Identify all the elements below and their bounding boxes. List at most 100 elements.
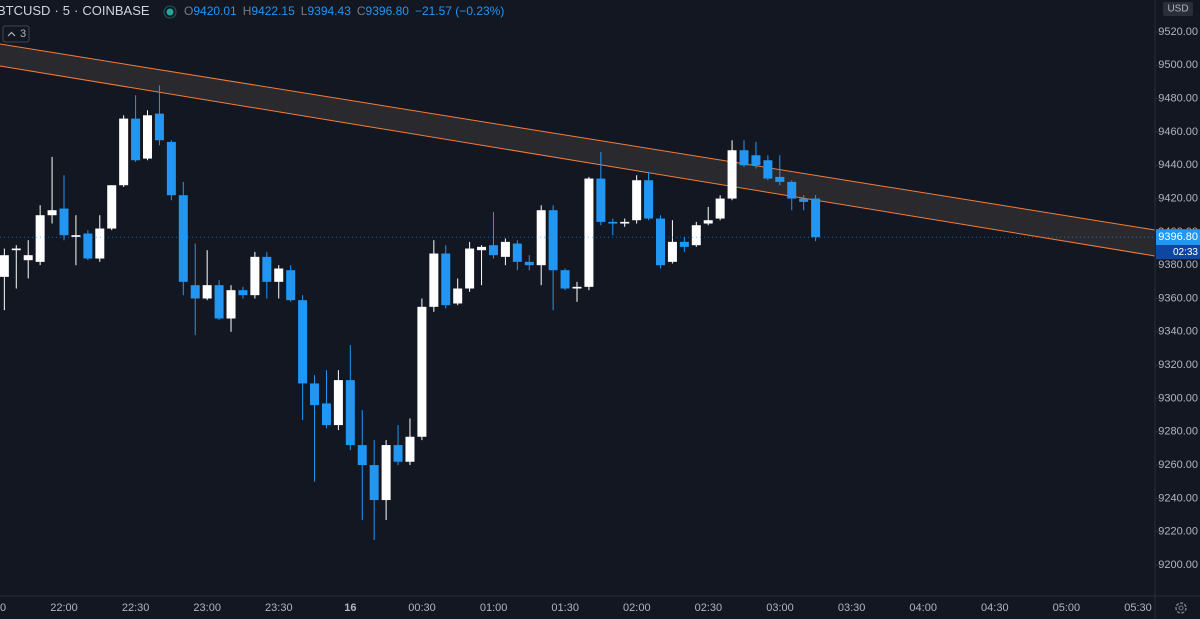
candle-body xyxy=(23,255,33,261)
candle-body xyxy=(488,245,498,256)
settings-icon[interactable] xyxy=(1175,602,1187,614)
x-tick-label: 0 xyxy=(0,602,6,614)
candle-body xyxy=(560,270,570,289)
candle-body xyxy=(536,210,546,266)
candle-body xyxy=(238,290,248,296)
y-tick-label: 9380.00 xyxy=(1158,259,1198,271)
candle-body xyxy=(310,383,320,406)
y-tick-label: 9220.00 xyxy=(1158,526,1198,538)
candle-body xyxy=(154,113,164,141)
x-tick-label: 01:30 xyxy=(551,602,579,614)
y-tick-label: 9300.00 xyxy=(1158,392,1198,404)
candle-body xyxy=(119,118,129,186)
y-tick-label: 9320.00 xyxy=(1158,359,1198,371)
exchange: COINBASE xyxy=(82,3,150,18)
candle-body xyxy=(608,221,618,224)
candle-body xyxy=(143,115,153,159)
ohlc-label: H xyxy=(243,4,252,18)
candle-body xyxy=(572,286,582,289)
candle-body xyxy=(11,248,21,251)
candle-body xyxy=(727,150,737,199)
status-ring xyxy=(163,5,177,19)
change: −21.57 (−0.23%) xyxy=(415,4,504,18)
candle-body xyxy=(584,178,594,287)
x-tick-label: 22:00 xyxy=(50,602,78,614)
ohlc-label: O xyxy=(184,4,193,18)
candle-body xyxy=(512,243,522,262)
candle-body xyxy=(775,176,785,182)
y-tick-label: 9480.00 xyxy=(1158,93,1198,105)
candle-body xyxy=(715,198,725,219)
candle-body xyxy=(644,180,654,219)
x-tick-label: 23:30 xyxy=(265,602,293,614)
channel-fill xyxy=(0,44,1155,256)
symbol-line: BTCUSD · 5 · COINBASE xyxy=(0,3,150,18)
ohlc-value: 9396.80 xyxy=(366,4,410,18)
candle-body xyxy=(381,445,391,501)
candle-body xyxy=(667,241,677,262)
candle-body xyxy=(763,160,773,179)
candle-body xyxy=(477,246,487,251)
x-tick-label: 16 xyxy=(344,602,356,614)
separator: · xyxy=(54,3,58,18)
ohlc-value: 9420.01 xyxy=(193,4,237,18)
candle-body xyxy=(107,185,117,229)
y-tick-label: 9520.00 xyxy=(1158,26,1198,38)
candle-body xyxy=(166,141,176,196)
x-tick-label: 00:30 xyxy=(408,602,436,614)
candle-body xyxy=(453,288,463,304)
y-tick-label: 9340.00 xyxy=(1158,326,1198,338)
candle-body xyxy=(202,285,212,299)
candle-body xyxy=(417,306,427,437)
ohlc-value: 9394.43 xyxy=(307,4,351,18)
candle-body xyxy=(656,218,665,266)
candle-body xyxy=(35,215,45,262)
currency-box xyxy=(1163,2,1193,16)
candle-body xyxy=(620,221,630,224)
separator: · xyxy=(74,3,78,18)
candle-body xyxy=(274,268,284,282)
candle-body xyxy=(321,403,331,426)
channel-upper xyxy=(0,43,1156,231)
time-axis: 0 22:00 22:30 23:00 23:30 16 00:30 01:00 01:30 02… xyxy=(0,602,1152,614)
candle-body xyxy=(250,256,260,296)
candle-body xyxy=(751,155,761,166)
candle-body xyxy=(369,465,379,501)
y-tick-label: 9460.00 xyxy=(1158,126,1198,138)
candle-body xyxy=(596,178,606,222)
candle-body xyxy=(691,225,701,246)
x-tick-label: 05:00 xyxy=(1053,602,1081,614)
ohlc-label: C xyxy=(357,4,366,18)
y-tick-label: 9420.00 xyxy=(1158,192,1198,204)
candle-body xyxy=(47,210,57,216)
symbol: BTCUSD xyxy=(0,3,50,18)
candle-body xyxy=(679,241,689,247)
candle-body xyxy=(131,118,141,161)
y-tick-label: 9440.00 xyxy=(1158,159,1198,171)
interval: 5 xyxy=(63,3,70,18)
y-tick-label: 9200.00 xyxy=(1158,559,1198,571)
x-tick-label: 22:30 xyxy=(122,602,150,614)
candle-body xyxy=(393,445,403,462)
currency: USD xyxy=(1167,4,1188,15)
candle-body xyxy=(632,180,642,221)
y-tick-label: 9500.00 xyxy=(1158,59,1198,71)
indicator-toggle[interactable] xyxy=(2,25,30,43)
candle-body xyxy=(345,380,355,446)
candle-body xyxy=(429,253,439,307)
candles xyxy=(0,85,821,541)
candle-body xyxy=(333,380,343,426)
indicator-count: 3 xyxy=(20,28,26,40)
candle-body xyxy=(226,290,236,319)
x-tick-label: 02:30 xyxy=(695,602,723,614)
candle-body xyxy=(500,241,510,257)
x-tick-label: 03:30 xyxy=(838,602,866,614)
candle-body xyxy=(190,285,200,299)
ohlc-label: L xyxy=(301,4,308,18)
last-price-label: 9396.80 xyxy=(1158,231,1198,243)
candle-body xyxy=(214,285,224,319)
candle-body xyxy=(799,198,809,202)
x-tick-label: 23:00 xyxy=(193,602,221,614)
